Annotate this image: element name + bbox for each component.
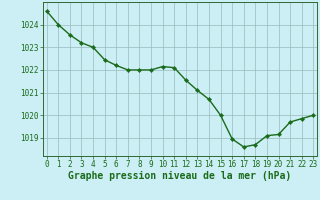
X-axis label: Graphe pression niveau de la mer (hPa): Graphe pression niveau de la mer (hPa) bbox=[68, 171, 292, 181]
